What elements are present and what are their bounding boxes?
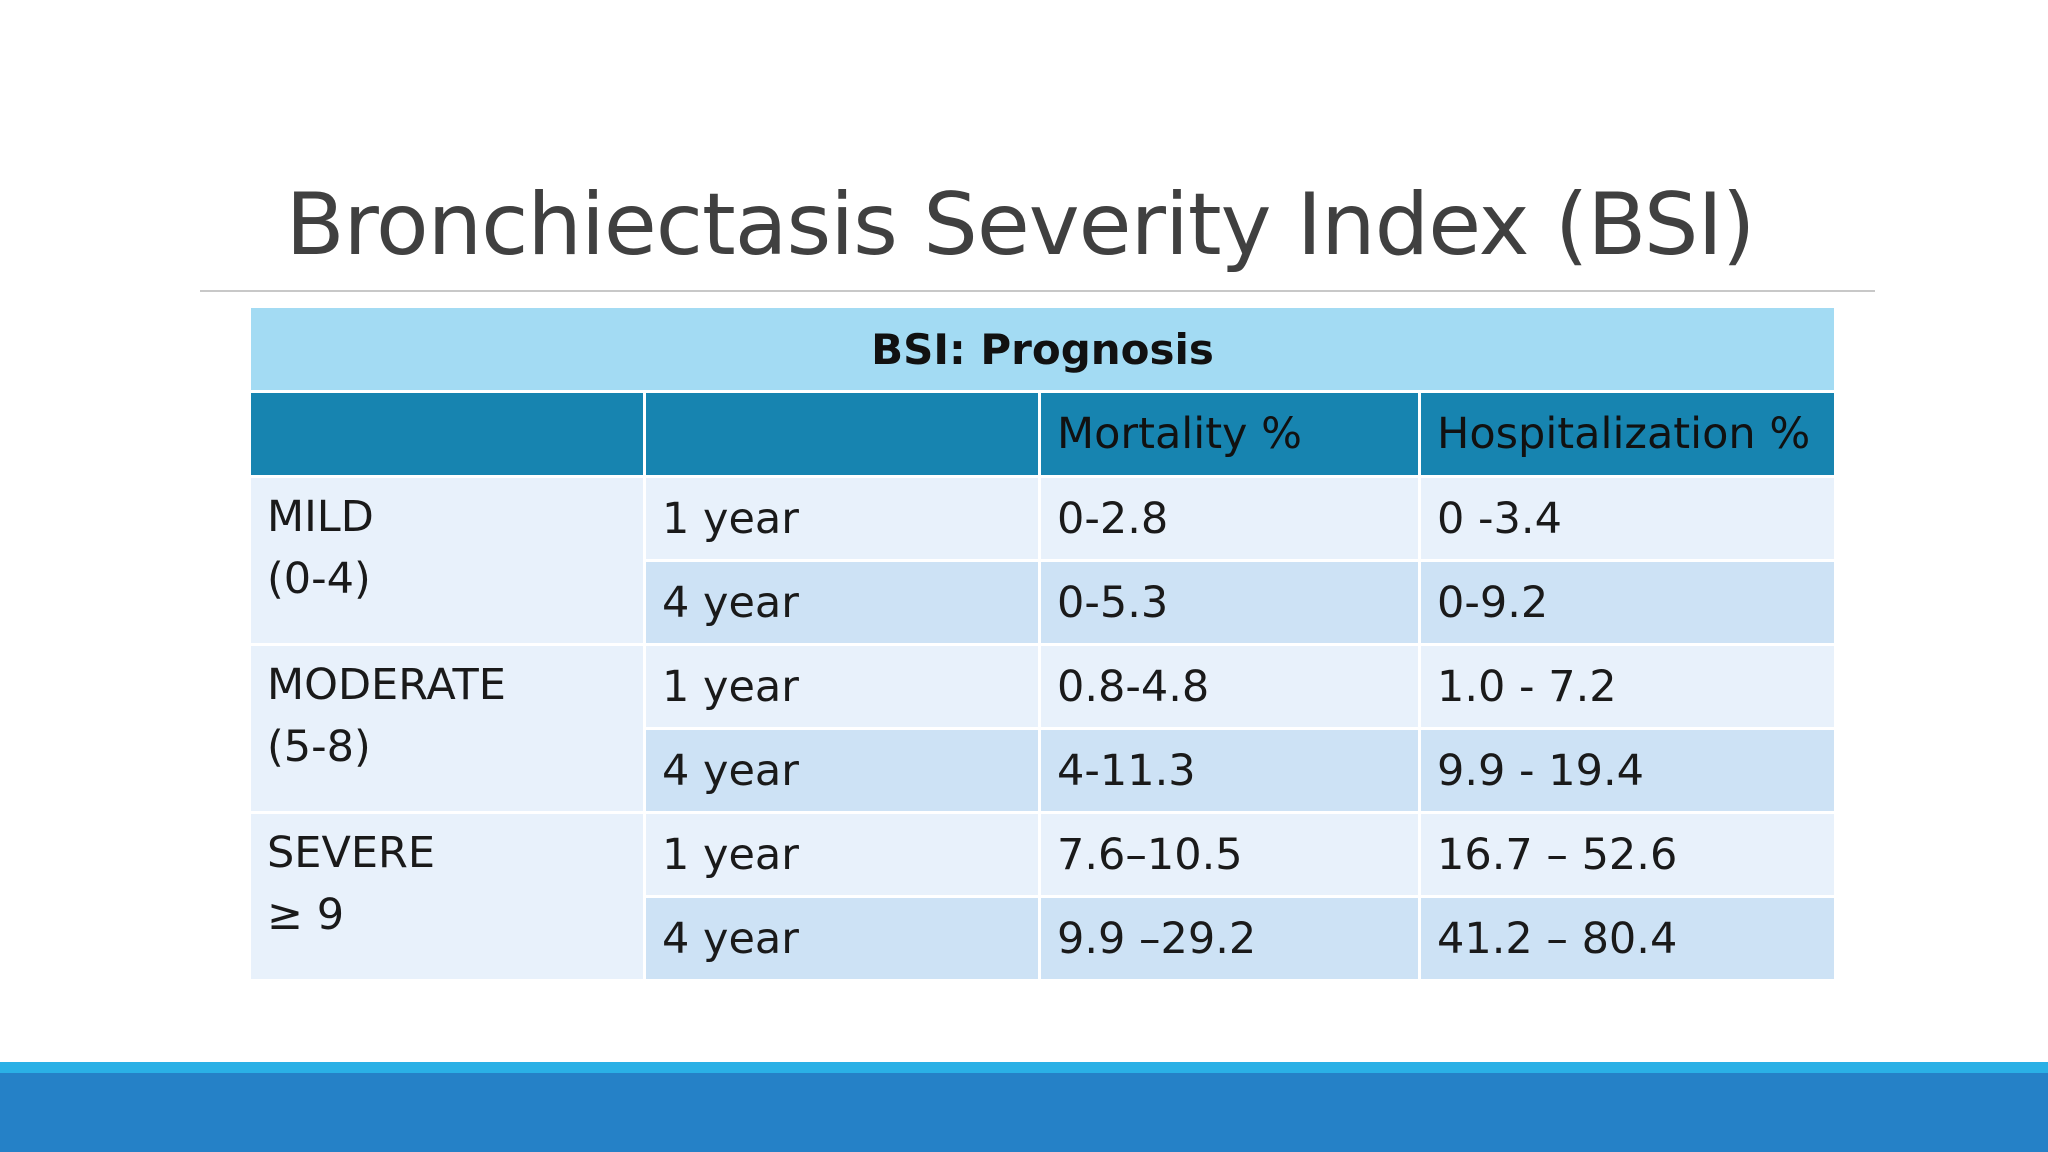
period-cell: 1 year <box>643 643 1041 730</box>
footer-stripe <box>0 1062 2048 1073</box>
table-caption: BSI: Prognosis <box>248 305 1837 393</box>
header-cell-hospitalization: Hospitalization % <box>1418 390 1837 478</box>
period-cell: 4 year <box>643 559 1041 646</box>
slide-title: Bronchiectasis Severity Index (BSI) <box>285 175 1756 275</box>
severity-label: MILD <box>267 492 374 542</box>
table-header-row: Mortality % Hospitalization % <box>248 390 1837 478</box>
hospitalization-cell: 9.9 - 19.4 <box>1418 727 1837 814</box>
period-cell: 1 year <box>643 811 1041 898</box>
mortality-cell: 7.6–10.5 <box>1038 811 1421 898</box>
table-row: MILD (0-4) 1 year 0-2.8 0 -3.4 <box>248 475 1837 646</box>
hospitalization-cell: 16.7 – 52.6 <box>1418 811 1837 898</box>
prognosis-table-container: BSI: Prognosis Mortality % Hospitalizati… <box>248 305 1837 982</box>
severity-group-severe: SEVERE ≥ 9 <box>248 811 646 982</box>
severity-label: SEVERE <box>267 828 436 878</box>
mortality-cell: 0.8-4.8 <box>1038 643 1421 730</box>
hospitalization-cell: 0-9.2 <box>1418 559 1837 646</box>
mortality-cell: 9.9 –29.2 <box>1038 895 1421 982</box>
period-cell: 4 year <box>643 727 1041 814</box>
table-row: MODERATE (5-8) 1 year 0.8-4.8 1.0 - 7.2 <box>248 643 1837 814</box>
table-row: 4 year 0-5.3 0-9.2 <box>250 559 1837 646</box>
severity-label: MODERATE <box>267 660 506 710</box>
severity-range: (5-8) <box>267 722 371 772</box>
footer-band <box>0 1073 2048 1152</box>
mortality-cell: 0-2.8 <box>1038 475 1421 562</box>
header-cell-period <box>643 390 1041 478</box>
hospitalization-cell: 1.0 - 7.2 <box>1418 643 1837 730</box>
severity-group-mild: MILD (0-4) <box>248 475 646 646</box>
severity-range: (0-4) <box>267 554 371 604</box>
title-divider <box>200 290 1875 292</box>
severity-group-moderate: MODERATE (5-8) <box>248 643 646 814</box>
header-cell-group <box>248 390 646 478</box>
table-row: 4 year 4-11.3 9.9 - 19.4 <box>250 727 1837 814</box>
severity-range: ≥ 9 <box>267 890 345 940</box>
hospitalization-cell: 0 -3.4 <box>1418 475 1837 562</box>
period-cell: 1 year <box>643 475 1041 562</box>
bsi-prognosis-table: BSI: Prognosis Mortality % Hospitalizati… <box>248 305 1837 982</box>
mortality-cell: 0-5.3 <box>1038 559 1421 646</box>
period-cell: 4 year <box>643 895 1041 982</box>
table-row: 4 year 9.9 –29.2 41.2 – 80.4 <box>250 895 1837 982</box>
mortality-cell: 4-11.3 <box>1038 727 1421 814</box>
hospitalization-cell: 41.2 – 80.4 <box>1418 895 1837 982</box>
table-row: SEVERE ≥ 9 1 year 7.6–10.5 16.7 – 52.6 <box>248 811 1837 982</box>
table-caption-row: BSI: Prognosis <box>248 305 1837 393</box>
header-cell-mortality: Mortality % <box>1038 390 1421 478</box>
